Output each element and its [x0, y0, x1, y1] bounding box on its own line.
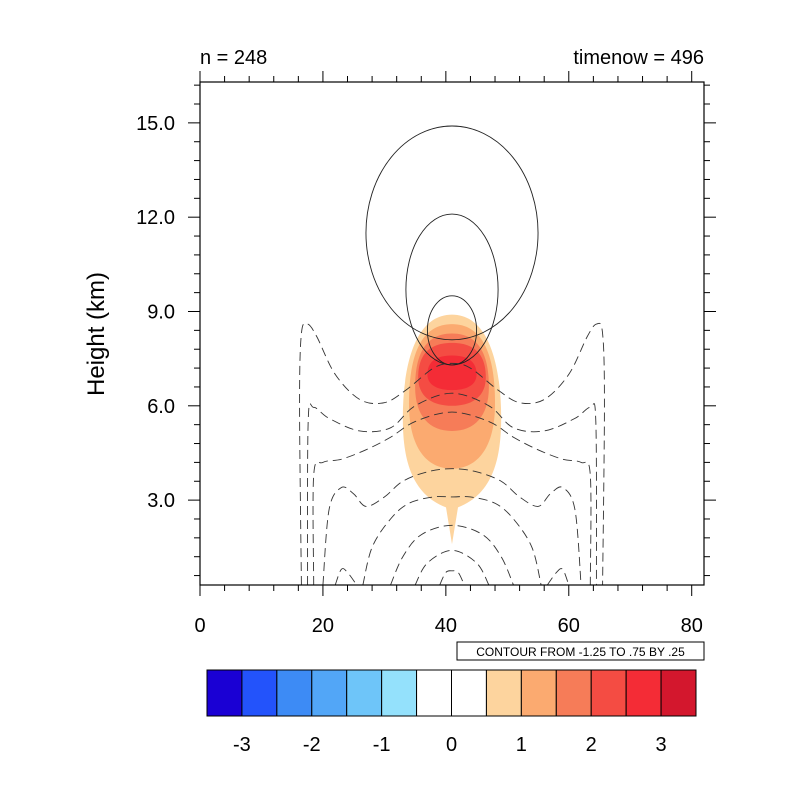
negative-contour-5 — [546, 568, 570, 585]
negative-contour-4 — [334, 568, 358, 585]
negative-contour-0 — [299, 322, 605, 585]
contour-info-text: CONTOUR FROM -1.25 TO .75 BY .25 — [476, 645, 685, 659]
positive-contour-2 — [426, 295, 478, 366]
negative-contour-6 — [362, 496, 542, 585]
contour-info-frame — [456, 641, 705, 661]
colorbar-box — [381, 669, 418, 717]
colorbar-labels: -3 -2 -1 0 1 2 3 — [233, 734, 667, 756]
colorbar-box — [241, 669, 278, 717]
colorbar-label: 1 — [516, 734, 527, 756]
y-tick-label: 3.0 — [147, 490, 175, 512]
y-tick-label: 12.0 — [136, 207, 175, 229]
colorbar-box — [555, 669, 592, 717]
colorbar-box — [416, 669, 453, 717]
colorbar-label: -1 — [373, 734, 391, 756]
positive-contour-0 — [365, 125, 539, 341]
colorbar-box — [590, 669, 627, 717]
colorbar-box — [660, 669, 697, 717]
y-tick-label: 9.0 — [147, 301, 175, 323]
x-tick-label: 40 — [435, 615, 457, 637]
negative-contour-3 — [322, 468, 582, 585]
colorbar-box — [520, 669, 557, 717]
colorbar-box — [276, 669, 313, 717]
negative-contour-2 — [312, 411, 592, 585]
contour-info-box: CONTOUR FROM -1.25 TO .75 BY .25 — [456, 641, 705, 661]
axis-ticks — [188, 71, 716, 596]
filled-level-2.5 — [427, 355, 477, 391]
line-contours — [299, 125, 605, 585]
colorbar-box — [311, 669, 348, 717]
x-tick-label: 0 — [194, 615, 205, 637]
colorbar-box — [451, 669, 487, 717]
axis-tick-labels: 0 20 40 60 80 3.0 6.0 9.0 12.0 15.0 — [136, 113, 703, 637]
colorbar-label: -3 — [233, 734, 251, 756]
left-title: n = 248 — [200, 47, 267, 69]
plot-frame — [199, 81, 705, 586]
colorbar — [206, 669, 697, 717]
negative-contour-8 — [414, 549, 490, 585]
negative-contour-7 — [390, 524, 514, 585]
x-tick-label: 80 — [681, 615, 703, 637]
y-tick-label: 6.0 — [147, 396, 175, 418]
negative-contour-1 — [307, 392, 597, 585]
colorbar-box — [206, 669, 243, 717]
colorbar-label: 2 — [586, 734, 597, 756]
colorbar-box — [346, 669, 383, 717]
colorbar-box — [625, 669, 662, 717]
right-title: timenow = 496 — [573, 47, 704, 69]
negative-contour-9 — [439, 570, 465, 585]
y-axis-label: Height (km) — [83, 272, 110, 396]
colorbar-box — [485, 669, 522, 717]
colorbar-label: -2 — [303, 734, 321, 756]
filled-contours — [402, 314, 502, 545]
y-tick-label: 15.0 — [136, 113, 175, 135]
x-tick-label: 60 — [558, 615, 580, 637]
colorbar-label: 3 — [656, 734, 667, 756]
colorbar-label: 0 — [446, 734, 457, 756]
x-tick-label: 20 — [312, 615, 334, 637]
